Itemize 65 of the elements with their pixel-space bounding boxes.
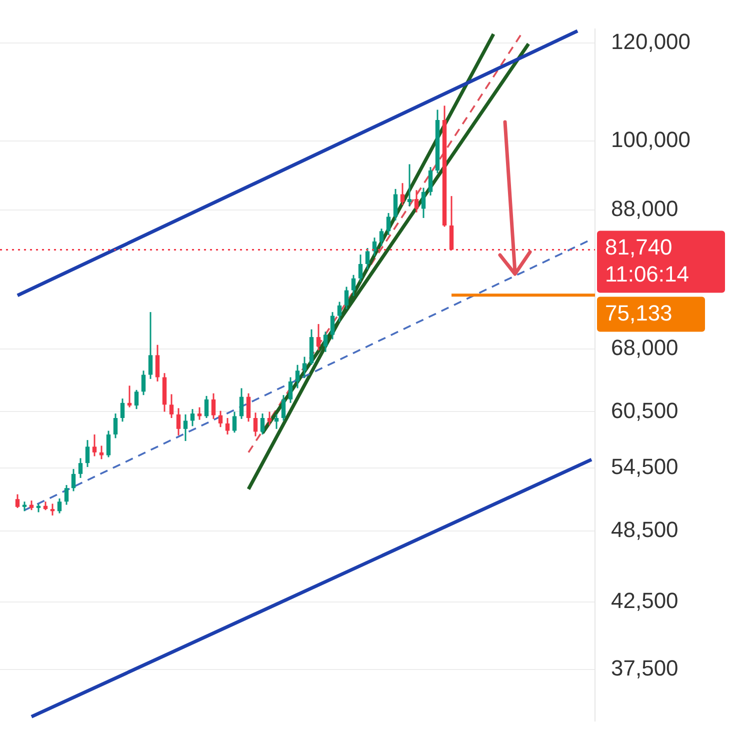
- y-tick-label: 88,000: [611, 196, 678, 222]
- candlestick: [316, 323, 321, 352]
- candlestick: [407, 163, 412, 208]
- candlestick: [421, 187, 426, 219]
- candlestick: [246, 392, 251, 422]
- candlestick: [134, 389, 139, 410]
- candlestick: [106, 430, 111, 458]
- y-tick-label: 68,000: [611, 334, 678, 360]
- candlestick: [295, 364, 300, 389]
- candlestick: [428, 166, 433, 196]
- candlestick: [78, 457, 83, 479]
- ref-line-label: 75,133: [605, 300, 672, 326]
- y-tick-label: 37,500: [611, 655, 678, 680]
- candlestick: [176, 407, 181, 436]
- candlestick: [393, 188, 398, 222]
- candlestick: [337, 301, 342, 323]
- candlestick: [323, 330, 328, 353]
- candlestick: [386, 212, 391, 236]
- candlestick: [330, 311, 335, 340]
- ref-line-label: 81,740: [605, 234, 672, 260]
- y-tick-label: 120,000: [611, 28, 691, 54]
- candlestick: [211, 392, 216, 420]
- candlestick: [351, 274, 356, 297]
- y-tick-label: 54,500: [611, 454, 678, 480]
- candlestick: [85, 439, 90, 468]
- candlestick: [120, 398, 125, 422]
- candlestick: [358, 254, 363, 283]
- candlestick: [148, 311, 153, 380]
- text: 11:06:14: [605, 261, 690, 286]
- candlestick: [239, 387, 244, 420]
- y-tick-label: 100,000: [611, 127, 691, 152]
- candlestick: [57, 498, 62, 514]
- candlestick: [379, 228, 384, 247]
- y-tick-label: 48,500: [611, 516, 678, 542]
- candlestick: [414, 189, 419, 214]
- candlestick: [365, 247, 370, 270]
- candlestick: [127, 384, 132, 408]
- candlestick: [64, 484, 69, 506]
- candlestick: [253, 412, 258, 438]
- candlestick: [15, 494, 20, 509]
- candlestick: [225, 417, 230, 436]
- candlestick: [183, 414, 188, 442]
- candlestick: [29, 500, 34, 511]
- candlestick: [344, 286, 349, 310]
- candlestick: [288, 376, 293, 404]
- candlestick: [204, 395, 209, 419]
- candlestick: [155, 344, 160, 382]
- candlestick: [274, 414, 279, 430]
- y-tick-label: 42,500: [611, 588, 678, 613]
- candlestick: [92, 434, 97, 457]
- candlestick: [372, 236, 377, 257]
- candlestick: [302, 356, 307, 379]
- y-tick-label: 60,500: [611, 398, 678, 423]
- candlestick: [267, 410, 272, 426]
- candlestick: [99, 444, 104, 460]
- candlestick: [169, 393, 174, 419]
- candlestick: [232, 410, 237, 434]
- candlestick: [141, 370, 146, 396]
- candlestick: [218, 410, 223, 428]
- candlestick: [281, 394, 286, 422]
- candlestick: [190, 408, 195, 427]
- candlestick: [71, 468, 76, 492]
- candlestick: [113, 412, 118, 439]
- candlestick: [400, 182, 405, 206]
- candlestick: [260, 412, 265, 436]
